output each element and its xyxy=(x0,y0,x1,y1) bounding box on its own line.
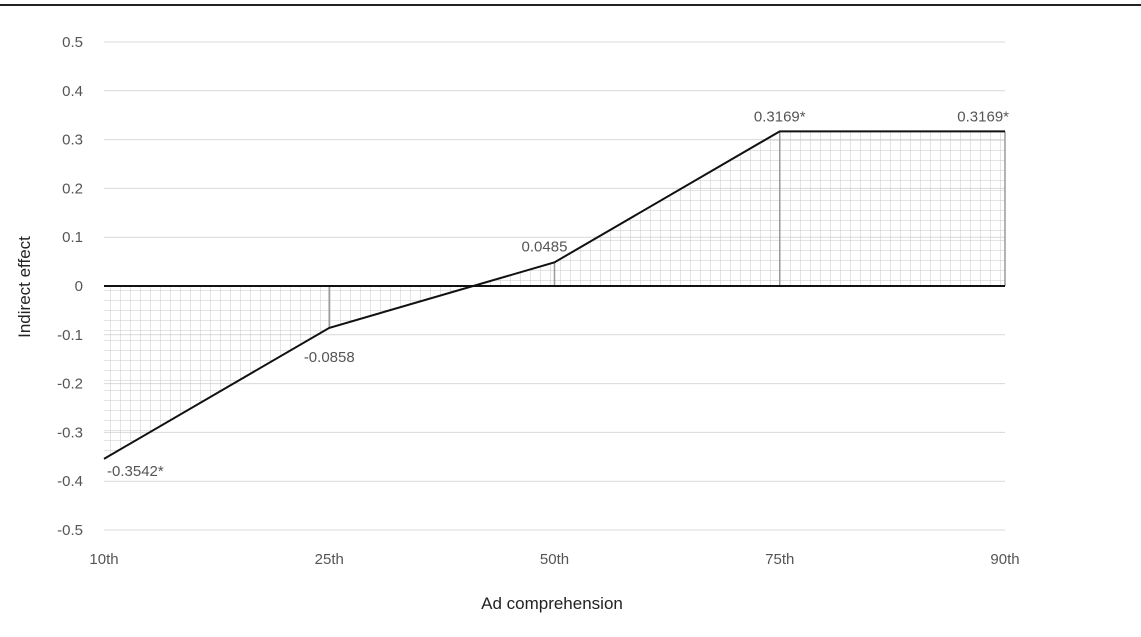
x-tick-label: 50th xyxy=(540,551,569,568)
y-tick-label: -0.2 xyxy=(57,376,83,393)
x-tick-label: 10th xyxy=(89,551,118,568)
data-label: 0.3169* xyxy=(957,108,1009,125)
area-polygon xyxy=(104,131,1005,459)
y-tick-label: -0.3 xyxy=(57,424,83,441)
top-border-rule xyxy=(0,4,1141,6)
data-label: -0.0858 xyxy=(304,349,355,366)
y-axis-title: Indirect effect xyxy=(15,236,34,338)
y-tick-label: 0.2 xyxy=(62,180,83,197)
y-tick-label: 0.4 xyxy=(62,83,83,100)
y-tick-label: 0 xyxy=(75,278,83,295)
data-label: 0.0485 xyxy=(522,238,568,255)
x-tick-label: 75th xyxy=(765,551,794,568)
data-label: -0.3542* xyxy=(107,463,164,480)
y-tick-label: -0.4 xyxy=(57,473,83,490)
y-axis-tick-labels: 0.5 0.4 0.3 0.2 0.1 0 -0.1 -0.2 -0.3 -0.4 -0.5 xyxy=(57,34,83,539)
y-tick-label: -0.1 xyxy=(57,327,83,344)
data-label: 0.3169* xyxy=(754,108,806,125)
x-axis-title: Ad comprehension xyxy=(481,594,623,613)
series-polyline xyxy=(103,130,1005,460)
x-tick-label: 25th xyxy=(315,551,344,568)
y-tick-label: -0.5 xyxy=(57,522,83,539)
drop-lines xyxy=(328,131,1006,328)
y-tick-label: 0.5 xyxy=(62,34,83,51)
series-line xyxy=(103,130,1005,460)
y-tick-label: 0.1 xyxy=(62,229,83,246)
x-axis-tick-labels: 10th 25th 50th 75th 90th xyxy=(89,551,1019,568)
data-labels: -0.3542* -0.0858 0.0485 0.3169* 0.3169* xyxy=(107,108,1009,479)
x-tick-label: 90th xyxy=(990,551,1019,568)
area-fill xyxy=(104,131,1005,459)
y-tick-label: 0.3 xyxy=(62,132,83,149)
